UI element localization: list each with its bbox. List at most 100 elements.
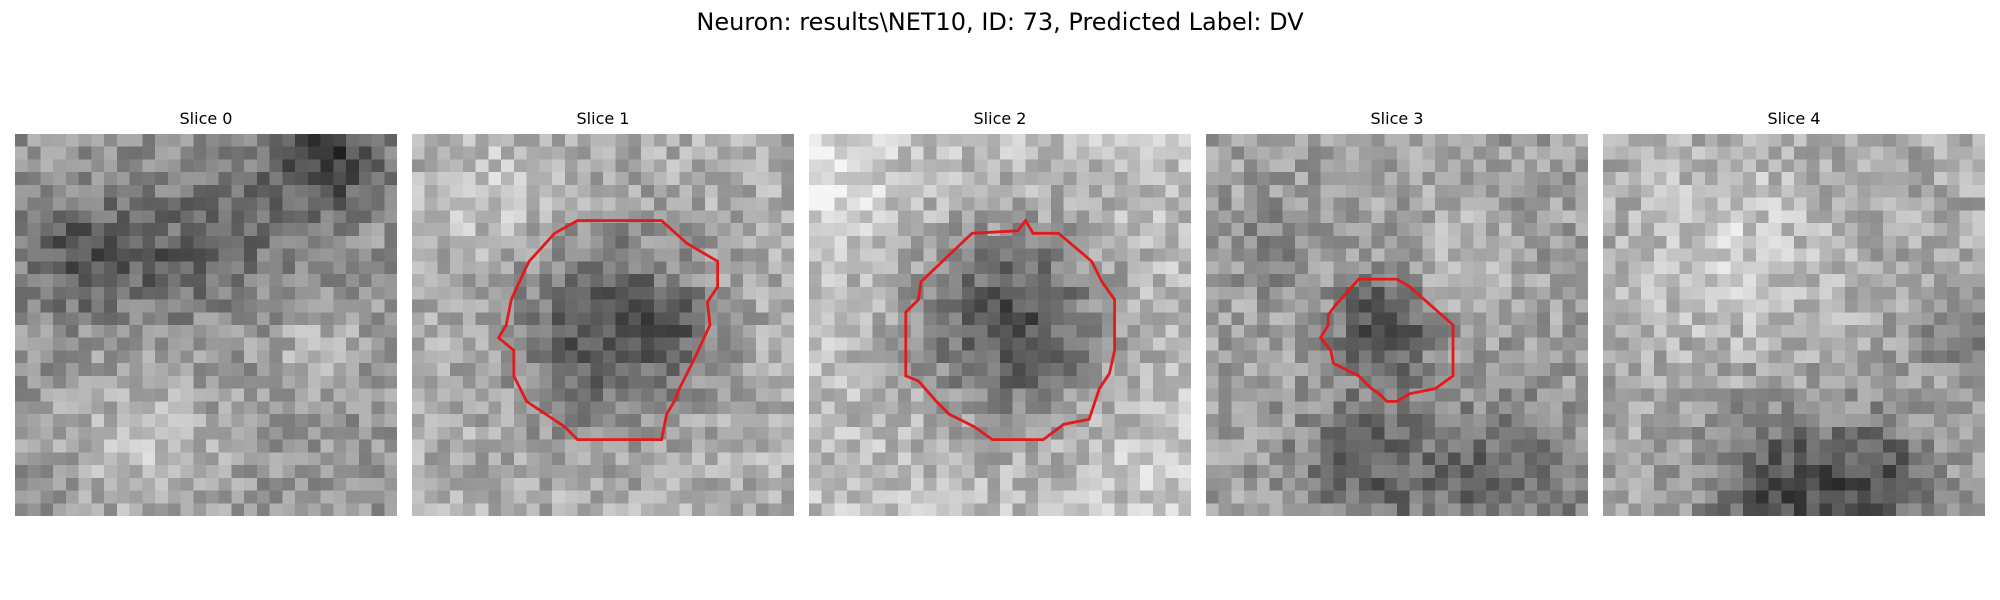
pixel bbox=[1562, 477, 1576, 491]
pixel bbox=[513, 235, 527, 249]
pixel bbox=[1371, 248, 1385, 262]
pixel bbox=[1127, 248, 1141, 262]
pixel bbox=[450, 439, 464, 453]
pixel bbox=[371, 248, 385, 262]
pixel bbox=[116, 426, 130, 440]
pixel bbox=[15, 465, 28, 479]
pixel bbox=[193, 146, 207, 160]
pixel bbox=[1628, 414, 1642, 428]
pixel bbox=[320, 375, 334, 389]
pixel bbox=[1269, 452, 1283, 466]
pixel bbox=[1959, 274, 1973, 288]
pixel bbox=[53, 426, 67, 440]
pixel bbox=[1819, 401, 1833, 415]
pixel bbox=[1768, 261, 1782, 275]
pixel bbox=[1575, 375, 1588, 389]
pixel bbox=[1178, 223, 1191, 237]
pixel bbox=[1628, 401, 1642, 415]
pixel bbox=[256, 363, 270, 377]
pixel bbox=[206, 490, 219, 504]
pixel bbox=[1486, 350, 1500, 364]
pixel bbox=[1717, 325, 1731, 338]
pixel bbox=[1692, 210, 1706, 224]
pixel bbox=[1603, 490, 1616, 504]
pixel bbox=[1679, 452, 1693, 466]
pixel bbox=[1781, 375, 1795, 389]
pixel bbox=[1549, 197, 1563, 211]
pixel bbox=[1114, 235, 1128, 249]
pixel bbox=[1231, 452, 1245, 466]
pixel bbox=[27, 375, 41, 389]
pixel bbox=[539, 184, 553, 198]
pixel bbox=[53, 312, 67, 326]
pixel bbox=[1717, 172, 1731, 186]
pixel bbox=[1358, 197, 1372, 211]
pixel bbox=[872, 503, 886, 516]
pixel bbox=[1679, 172, 1693, 186]
pixel bbox=[320, 172, 334, 186]
pixel bbox=[1282, 388, 1296, 402]
pixel bbox=[346, 159, 360, 173]
pixel bbox=[1641, 375, 1655, 389]
pixel bbox=[1511, 197, 1525, 211]
pixel bbox=[872, 388, 886, 402]
pixel bbox=[1384, 337, 1398, 351]
pixel bbox=[1679, 490, 1693, 504]
pixel bbox=[412, 172, 425, 186]
pixel bbox=[1063, 375, 1077, 389]
pixel bbox=[320, 134, 334, 147]
pixel bbox=[1628, 274, 1642, 288]
pixel bbox=[1537, 426, 1551, 440]
pixel bbox=[333, 248, 347, 262]
pixel bbox=[450, 350, 464, 364]
pixel bbox=[1717, 388, 1731, 402]
pixel bbox=[679, 414, 693, 428]
pixel bbox=[1244, 401, 1258, 415]
pixel bbox=[1959, 197, 1973, 211]
pixel bbox=[475, 197, 489, 211]
pixel bbox=[615, 503, 629, 516]
pixel bbox=[1653, 299, 1667, 313]
pixel bbox=[1038, 350, 1052, 364]
pixel bbox=[1012, 286, 1026, 300]
pixel bbox=[1460, 350, 1474, 364]
pixel bbox=[1755, 299, 1769, 313]
pixel bbox=[27, 299, 41, 313]
pixel bbox=[91, 286, 105, 300]
pixel bbox=[615, 337, 629, 351]
pixel bbox=[1435, 159, 1449, 173]
pixel bbox=[1218, 452, 1232, 466]
pixel bbox=[1870, 172, 1884, 186]
pixel bbox=[1269, 337, 1283, 351]
pixel bbox=[679, 465, 693, 479]
pixel bbox=[450, 184, 464, 198]
pixel bbox=[1895, 375, 1909, 389]
pixel bbox=[1447, 274, 1461, 288]
pixel bbox=[987, 325, 1001, 338]
pixel bbox=[821, 172, 835, 186]
pixel bbox=[129, 375, 143, 389]
pixel bbox=[1460, 388, 1474, 402]
pixel bbox=[1679, 223, 1693, 237]
pixel bbox=[1409, 223, 1423, 237]
pixel bbox=[821, 235, 835, 249]
pixel bbox=[1256, 197, 1270, 211]
pixel bbox=[1384, 312, 1398, 326]
pixel bbox=[1269, 274, 1283, 288]
pixel bbox=[1959, 363, 1973, 377]
pixel bbox=[1666, 261, 1680, 275]
pixel bbox=[666, 172, 680, 186]
pixel bbox=[65, 414, 79, 428]
pixel bbox=[1050, 172, 1064, 186]
pixel bbox=[155, 223, 169, 237]
pixel bbox=[910, 325, 924, 338]
pixel bbox=[155, 312, 169, 326]
pixel bbox=[936, 286, 950, 300]
pixel bbox=[1844, 490, 1858, 504]
pixel bbox=[1025, 159, 1039, 173]
pixel bbox=[1794, 261, 1807, 275]
pixel bbox=[755, 388, 769, 402]
pixel bbox=[1244, 261, 1258, 275]
pixel bbox=[129, 274, 143, 288]
pixel bbox=[679, 223, 693, 237]
